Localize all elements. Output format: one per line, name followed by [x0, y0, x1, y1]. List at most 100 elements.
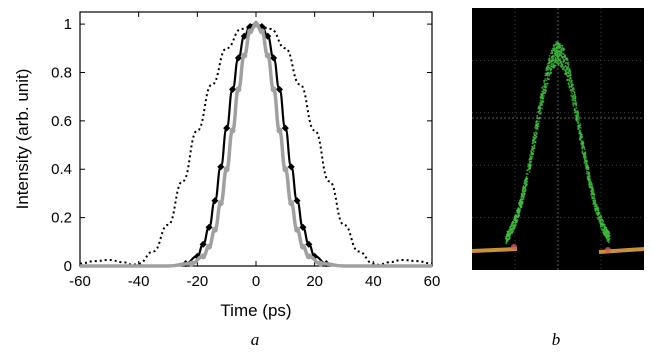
scope-sample — [568, 83, 570, 86]
scope-sample — [541, 107, 543, 110]
scope-sample — [590, 196, 593, 198]
scope-sample — [583, 162, 586, 165]
scope-sample — [514, 222, 517, 225]
scope-sample — [592, 191, 595, 194]
scope-sample — [552, 49, 555, 51]
scope-sample — [546, 77, 549, 80]
scope-sample — [577, 117, 579, 120]
scope-sample — [507, 231, 509, 234]
scope-sample — [568, 80, 571, 82]
scope-sample — [544, 89, 547, 92]
scope-sample — [606, 238, 609, 241]
scope-sample — [573, 92, 576, 94]
scope-sample — [597, 207, 600, 210]
series-marker — [264, 32, 272, 40]
scope-sample — [536, 124, 538, 127]
scope-sample — [578, 124, 580, 127]
series-marker — [293, 197, 301, 205]
series-marker — [270, 86, 277, 93]
scope-sample — [527, 163, 530, 166]
scope-sample — [535, 136, 537, 139]
scope-sample — [543, 79, 545, 82]
scope-sample — [588, 181, 591, 184]
scope-sample — [575, 107, 578, 109]
scope-sample — [535, 128, 537, 130]
series-marker — [217, 163, 225, 171]
scope-sample — [539, 106, 542, 109]
scope-sample — [588, 183, 590, 186]
scope-sample — [536, 116, 538, 119]
scope-sample — [558, 59, 561, 62]
scope-sample — [567, 78, 569, 81]
scope-sample — [598, 216, 601, 219]
scope-sample — [554, 57, 557, 60]
scope-sample — [577, 127, 579, 130]
scope-sample — [572, 97, 575, 99]
scope-sample — [581, 151, 584, 154]
scope-sample — [550, 71, 553, 74]
scope-sample — [554, 52, 556, 55]
scope-sample — [543, 81, 546, 84]
series-marker — [241, 52, 248, 59]
scope-sample — [581, 148, 584, 150]
scope-sample — [595, 203, 597, 206]
series-marker — [188, 260, 195, 267]
scope-grid — [472, 8, 644, 270]
scope-sample — [584, 159, 587, 162]
scope-sample — [602, 220, 605, 223]
scope-sample — [569, 74, 572, 77]
series-marker — [229, 127, 236, 134]
scope-sample — [566, 68, 568, 70]
scope-sample — [532, 150, 535, 153]
scope-sample — [547, 58, 550, 61]
scope-sample — [567, 71, 570, 74]
scope-sample — [570, 79, 573, 81]
scope-sample — [576, 116, 578, 119]
series-group — [79, 20, 433, 268]
scope-sample — [587, 173, 590, 176]
scope-sample — [525, 184, 528, 187]
scope-sample — [557, 42, 559, 45]
x-tick-label: 60 — [424, 273, 441, 290]
scope-sample — [572, 103, 574, 106]
scope-sample — [541, 86, 544, 89]
scope-sample — [574, 97, 577, 100]
scope-sample — [516, 221, 518, 223]
scope-sample — [587, 168, 590, 171]
scope-sample — [571, 92, 574, 95]
scope-sample — [586, 166, 588, 169]
scope-sample — [562, 68, 564, 70]
series-marker — [305, 253, 312, 260]
scope-sample — [512, 225, 515, 228]
scope-sample — [558, 47, 560, 50]
scope-sample — [533, 144, 536, 147]
scope-sample — [524, 188, 527, 191]
scope-sample — [562, 53, 565, 56]
scope-sample — [543, 95, 545, 97]
series-line-2 — [80, 22, 432, 268]
scope-sample — [541, 100, 544, 103]
scope-sample — [586, 170, 588, 173]
scope-sample — [570, 89, 572, 91]
scope-sample — [557, 57, 559, 60]
scope-sample — [553, 59, 555, 62]
scope-sample — [599, 218, 602, 221]
y-tick-label: 0.4 — [51, 161, 72, 178]
scope-sample — [543, 83, 546, 85]
series-marker — [211, 226, 218, 233]
scope-sample — [588, 172, 591, 175]
series-marker — [217, 200, 224, 207]
scope-sample — [543, 85, 546, 88]
scope-sample — [531, 155, 534, 158]
scope-sample — [508, 228, 511, 231]
panel-label-a: a — [251, 330, 260, 349]
panel-label-b: b — [552, 330, 561, 349]
scope-sample — [539, 99, 542, 102]
scope-sample — [554, 50, 556, 53]
series-marker — [276, 127, 283, 134]
scope-sample — [581, 136, 584, 138]
scope-sample — [548, 61, 550, 64]
scope-sample — [555, 46, 558, 49]
scope-sample — [570, 86, 573, 88]
